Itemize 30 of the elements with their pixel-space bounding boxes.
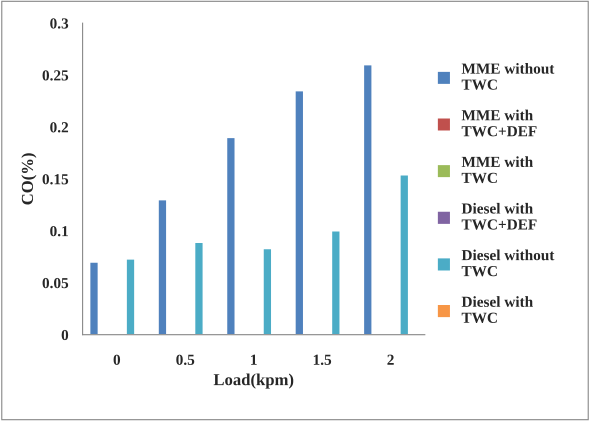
x-tick-label: 1.5 <box>314 354 332 365</box>
bar <box>362 64 373 335</box>
y-tick-label: 0.3 <box>50 18 68 29</box>
bar <box>399 174 410 335</box>
y-tick-label: 0.1 <box>50 226 68 236</box>
bar <box>194 242 204 335</box>
y-tick-label: 0.05 <box>42 278 68 288</box>
bar <box>226 136 236 335</box>
bar <box>125 258 136 335</box>
legend-label: Diesel without TWC <box>462 250 554 276</box>
y-axis-title: CO(%) <box>21 153 36 204</box>
bar <box>157 199 168 335</box>
legend-label: MME with TWC+DEF <box>462 110 536 136</box>
legend-label: Diesel with TWC <box>462 296 533 323</box>
x-tick-label: 0 <box>114 354 120 365</box>
bar <box>330 230 341 335</box>
y-tick-label: 0 <box>62 330 68 340</box>
x-tick-label: 1 <box>251 354 257 365</box>
bar <box>88 261 100 335</box>
x-tick-label: 0.5 <box>176 354 194 365</box>
y-tick-label: 0.15 <box>42 174 68 184</box>
y-tick-label: 0.2 <box>50 122 68 133</box>
legend-label: Diesel with TWC+DEF <box>462 202 536 230</box>
x-axis-title: Load(kpm) <box>214 374 294 389</box>
y-tick-label: 0.25 <box>42 70 68 81</box>
bar <box>294 90 304 335</box>
bar <box>262 248 272 335</box>
legend-label: MME with TWC <box>462 156 533 184</box>
x-tick-label: 2 <box>387 354 394 365</box>
legend-label: MME without TWC <box>462 62 554 90</box>
